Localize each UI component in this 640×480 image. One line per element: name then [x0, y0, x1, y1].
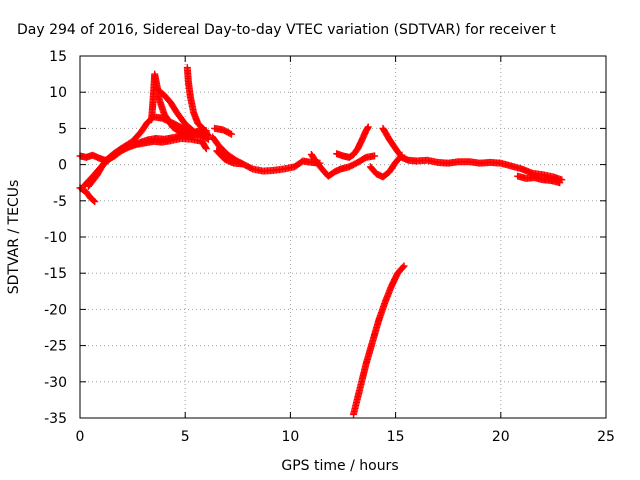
plot-frame	[79, 55, 607, 419]
data-point	[400, 262, 408, 270]
y-tick-label: -25	[44, 339, 67, 355]
x-tick-label: 0	[76, 429, 85, 445]
x-tick-label: 5	[181, 429, 190, 445]
x-tick-label: 25	[597, 429, 615, 445]
y-tick-label: -15	[44, 266, 67, 282]
data-point	[399, 263, 407, 271]
data-point	[202, 143, 210, 151]
data-point	[364, 123, 372, 131]
axis-ticks	[79, 55, 607, 419]
y-tick-label: -5	[53, 194, 67, 210]
data-point	[227, 130, 235, 138]
x-tick-label: 15	[387, 429, 405, 445]
data-point	[90, 197, 98, 205]
data-point	[364, 124, 372, 132]
y-tick-label: -10	[44, 230, 67, 246]
y-tick-label: -20	[44, 302, 67, 318]
y-tick-label: -30	[44, 375, 67, 391]
x-tick-label: 20	[492, 429, 510, 445]
y-axis-title: SDTVAR / TECUs	[6, 180, 22, 295]
grid-lines	[80, 56, 606, 418]
data-point	[226, 129, 234, 137]
x-axis-title: GPS time / hours	[281, 458, 398, 474]
data-point	[91, 198, 99, 206]
data-point	[371, 152, 379, 160]
y-tick-label: 10	[49, 85, 67, 101]
x-tick-labels: 0 5 10 15 20 25	[76, 429, 615, 445]
data-point	[204, 130, 212, 138]
y-tick-labels: 15 10 5 0 -5 -10 -15 -20 -25 -30 -35	[44, 49, 67, 427]
y-tick-label: -35	[44, 411, 67, 427]
y-tick-label: 5	[58, 121, 67, 137]
y-tick-label: 0	[58, 158, 67, 174]
chart-title: Day 294 of 2016, Sidereal Day-to-day VTE…	[17, 22, 556, 38]
data-point	[204, 132, 212, 140]
data-point	[556, 179, 564, 187]
data-points	[76, 64, 566, 418]
x-tick-label: 10	[281, 429, 299, 445]
y-tick-label: 15	[49, 49, 67, 65]
data-point	[202, 145, 210, 153]
data-point	[238, 160, 246, 168]
